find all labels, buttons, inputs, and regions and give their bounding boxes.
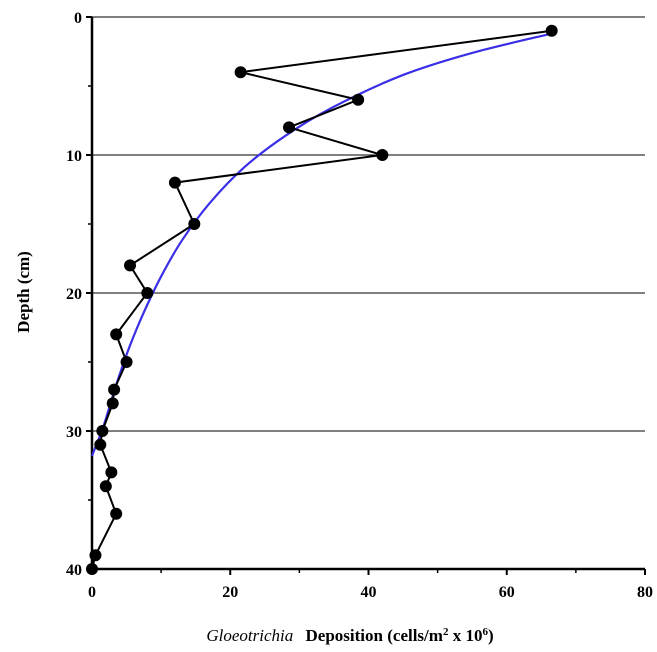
grid-lines xyxy=(92,16,645,570)
x-axis-label-sup1: 2 xyxy=(443,626,449,638)
data-point-11 xyxy=(108,383,121,396)
data-point-3 xyxy=(283,121,296,134)
x-tick-label-20: 20 xyxy=(222,584,238,601)
data-point-14 xyxy=(94,438,107,451)
x-tick-label-60: 60 xyxy=(499,584,515,601)
y-tick-label-20: 20 xyxy=(66,286,82,303)
data-point-15 xyxy=(105,466,118,479)
data-point-6 xyxy=(188,218,201,230)
fit-curve-series xyxy=(90,32,552,457)
data-point-2 xyxy=(352,93,365,106)
data-point-12 xyxy=(106,397,119,410)
y-tick-label-40: 40 xyxy=(66,562,82,579)
data-point-10 xyxy=(120,356,133,368)
data-point-9 xyxy=(110,328,123,341)
y-tick-label-0: 0 xyxy=(74,10,82,27)
y-tick-label-30: 30 xyxy=(66,424,82,441)
y-axis-label: Depth (cm) xyxy=(14,251,33,333)
data-point-5 xyxy=(168,176,181,189)
x-tick-label-0: 0 xyxy=(88,584,96,601)
x-axis-label-end: ) xyxy=(488,626,494,645)
x-tick-label-80: 80 xyxy=(637,584,653,601)
data-point-19 xyxy=(86,563,98,575)
tick-labels: 0 10 20 30 40 0 20 40 60 80 xyxy=(66,10,653,601)
data-point-1 xyxy=(234,66,247,79)
data-point-16 xyxy=(99,480,112,493)
axes xyxy=(86,16,646,575)
x-tick-label-40: 40 xyxy=(361,584,377,601)
data-point-13 xyxy=(96,425,109,437)
x-axis-label-text: Deposition (cells/m xyxy=(306,626,443,645)
data-point-18 xyxy=(89,549,102,562)
data-point-0 xyxy=(545,24,558,37)
x-axis-label-mid: x 10 xyxy=(448,626,482,645)
data-series-line xyxy=(91,29,552,570)
y-tick-label-10: 10 xyxy=(66,148,82,165)
data-point-17 xyxy=(110,507,123,520)
data-point-7 xyxy=(124,259,137,272)
data-point-8 xyxy=(141,287,154,299)
x-axis-label-italic: Gloeotrichia xyxy=(206,626,293,645)
data-series xyxy=(86,24,558,575)
x-axis-label-sup2: 6 xyxy=(482,626,488,638)
x-axis-label: Gloeotrichia Deposition (cells/m2 x 106) xyxy=(206,626,493,645)
data-point-4 xyxy=(376,149,389,161)
fit-curve-line xyxy=(90,32,552,457)
